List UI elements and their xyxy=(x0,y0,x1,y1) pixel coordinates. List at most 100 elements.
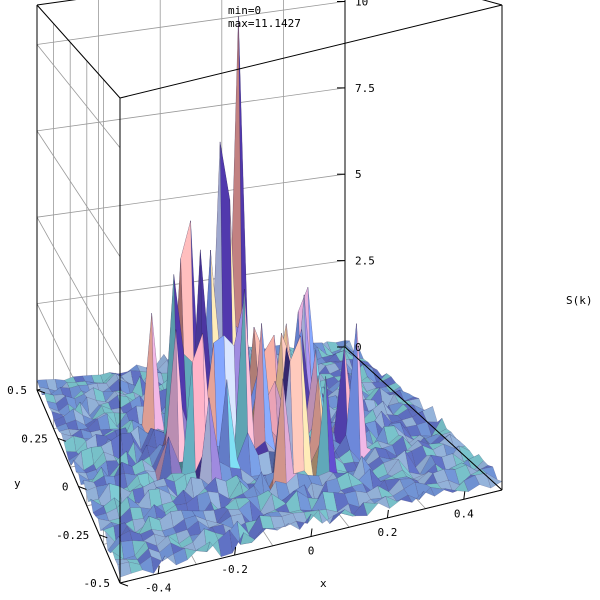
x-tick xyxy=(386,509,389,518)
surface-patch xyxy=(224,498,240,510)
y-tick xyxy=(119,582,129,587)
surface-patch xyxy=(431,417,447,437)
surface-patch xyxy=(295,513,312,531)
surface-patch xyxy=(282,490,298,504)
surface-patch xyxy=(217,529,233,558)
max-annotation: max=11.1427 xyxy=(228,17,301,30)
surface-patch xyxy=(362,364,378,385)
z-tick-label: 0 xyxy=(355,341,362,354)
y-tick xyxy=(36,389,46,394)
x-tick xyxy=(157,565,160,574)
surface-patch xyxy=(347,471,364,487)
surface-patch xyxy=(80,447,94,471)
surface-patch xyxy=(391,469,408,479)
surface-patch xyxy=(289,335,305,475)
x-tick-label: -0.4 xyxy=(145,582,172,595)
surface-patch xyxy=(68,428,81,437)
surface-patch xyxy=(36,379,49,390)
grid-line xyxy=(36,87,346,132)
surface-patch xyxy=(165,329,180,463)
surface-patch xyxy=(112,551,127,560)
box-edge xyxy=(344,346,503,491)
surface-patch xyxy=(51,411,64,421)
surface-patch xyxy=(75,419,89,431)
min-annotation: min=0 xyxy=(228,4,261,17)
grid-line xyxy=(36,44,121,148)
surface-patch xyxy=(374,447,391,460)
surface-patch xyxy=(180,220,195,365)
grid-line xyxy=(36,173,346,218)
surface-patch xyxy=(104,412,117,427)
surface-patch xyxy=(383,425,399,445)
surface-patch xyxy=(124,472,138,488)
surface-patch xyxy=(245,496,261,513)
surface-patch xyxy=(108,379,122,392)
surface-patch xyxy=(454,464,471,486)
surface-patch xyxy=(98,402,112,410)
surface-patch xyxy=(432,468,449,484)
surface-patch xyxy=(428,442,445,451)
surface-patch xyxy=(228,480,244,500)
surface-patch xyxy=(83,387,97,401)
y-tick xyxy=(99,534,108,539)
surface-patch xyxy=(399,478,416,490)
surface-patch xyxy=(105,372,119,388)
surface-patch xyxy=(102,525,117,544)
surface-patch xyxy=(273,523,289,531)
x-tick-label: 0.4 xyxy=(454,507,474,520)
surface-patch xyxy=(103,451,117,462)
surface-patch xyxy=(326,341,341,353)
surface-patch xyxy=(73,459,87,474)
surface-patch xyxy=(161,553,177,566)
surface-patch xyxy=(374,495,390,509)
surface-patch xyxy=(139,556,154,574)
surface-patch xyxy=(380,475,397,482)
surface-patch xyxy=(157,359,171,374)
tick-layer: -0.4 -0.2 0 0.2 0.4 -0.5 -0.25 0 0.25 0.5 0 2.5 5 7.5… xyxy=(7,0,474,595)
y-tick-label: 0.25 xyxy=(21,432,48,445)
surface-patch xyxy=(128,561,143,574)
surface-patch xyxy=(184,547,199,561)
surface-patch xyxy=(65,395,78,412)
box-edge xyxy=(119,4,503,99)
surface-patch xyxy=(299,509,316,513)
x-tick-label: 0 xyxy=(308,545,315,558)
surface-patch xyxy=(340,486,356,494)
surface-patch xyxy=(282,378,298,485)
surface-patch xyxy=(99,521,114,531)
surface-patch xyxy=(93,475,107,488)
z-tick-label: 7.5 xyxy=(355,82,375,95)
y-tick-label: -0.25 xyxy=(56,529,89,542)
surface-patch xyxy=(382,401,398,416)
surface-patch xyxy=(136,364,150,373)
z-tick-label: 10 xyxy=(355,0,368,9)
surface-patch xyxy=(127,364,141,372)
surface-patch xyxy=(206,539,222,557)
surface-patch xyxy=(156,535,171,553)
surface-patch xyxy=(325,353,341,363)
z-axis-label: S(k) xyxy=(566,294,593,307)
x-tick xyxy=(463,491,466,500)
surface-patch xyxy=(425,483,442,490)
surface-patch xyxy=(369,468,386,494)
grid-line xyxy=(36,217,121,366)
grid-line xyxy=(36,1,346,45)
x-tick xyxy=(234,547,237,556)
surface-patch xyxy=(392,403,409,416)
surface-patch xyxy=(172,489,187,506)
y-tick-label: 0.5 xyxy=(7,384,27,397)
y-tick xyxy=(57,437,66,442)
surface-patch xyxy=(449,433,466,449)
grid-line xyxy=(36,130,121,257)
surface-patch xyxy=(85,486,99,502)
surface-patch xyxy=(114,390,128,397)
surface-patch xyxy=(388,402,404,416)
y-tick xyxy=(78,486,87,490)
surface-patch xyxy=(403,481,420,501)
surface-patch xyxy=(162,527,177,538)
surface-patch xyxy=(72,408,86,426)
surface-patch xyxy=(69,385,82,401)
surface-patch xyxy=(117,561,132,578)
y-tick-label: 0 xyxy=(62,481,69,494)
